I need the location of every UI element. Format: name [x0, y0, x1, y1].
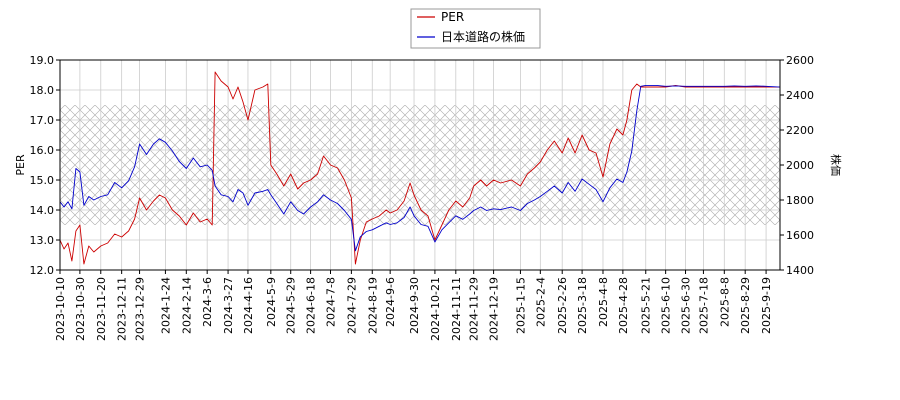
x-tick-label: 2023-10-30 [74, 277, 87, 341]
left-tick-label: 17.0 [30, 114, 55, 127]
x-axis-ticks: 2023-10-10 2023-10-30 2023-11-20 2023-12-11… [54, 270, 773, 341]
left-tick-label: 12.0 [30, 264, 55, 277]
x-tick-label: 2024-9-30 [408, 277, 421, 334]
x-tick-label: 2025-9-19 [760, 277, 773, 334]
x-tick-label: 2024-1-24 [159, 277, 172, 334]
x-tick-label: 2024-12-19 [488, 277, 501, 341]
left-tick-label: 19.0 [30, 54, 55, 67]
left-tick-label: 18.0 [30, 84, 55, 97]
x-tick-label: 2025-1-15 [514, 277, 527, 334]
x-tick-label: 2025-6-30 [680, 277, 693, 334]
left-tick-label: 16.0 [30, 144, 55, 157]
series-lines [60, 71, 780, 265]
stock-price-line [60, 84, 780, 252]
right-tick-label: 2600 [786, 54, 814, 67]
x-tick-label: 2025-4-8 [597, 277, 610, 327]
x-tick-label: 2024-6-18 [305, 277, 318, 334]
left-tick-label: 14.0 [30, 204, 55, 217]
x-tick-label: 2025-2-4 [534, 277, 547, 327]
x-tick-label: 2023-12-29 [134, 277, 147, 341]
left-tick-label: 13.0 [30, 234, 55, 247]
x-tick-label: 2024-7-29 [345, 277, 358, 334]
x-tick-label: 2025-8-8 [718, 277, 731, 327]
x-tick-label: 2024-3-27 [222, 277, 235, 334]
x-tick-label: 2025-4-28 [617, 277, 630, 334]
x-tick-label: 2025-7-18 [697, 277, 710, 334]
x-tick-label: 2024-11-11 [450, 277, 463, 341]
x-tick-label: 2023-10-10 [54, 277, 67, 341]
x-tick-label: 2024-5-29 [285, 277, 298, 334]
right-tick-label: 1800 [786, 194, 814, 207]
right-tick-label: 2200 [786, 124, 814, 137]
x-tick-label: 2025-2-26 [556, 277, 569, 334]
per-line [60, 71, 780, 265]
legend-box [410, 8, 541, 49]
right-axis-ticks: 1400 1600 1800 2000 2200 2400 2600 [780, 54, 814, 277]
legend-label-per: PER [441, 10, 464, 24]
right-tick-label: 2400 [786, 89, 814, 102]
x-tick-label: 2025-5-21 [640, 277, 653, 334]
x-tick-label: 2024-5-9 [265, 277, 278, 327]
left-tick-label: 15.0 [30, 174, 55, 187]
left-axis-label: PER [14, 154, 27, 176]
x-tick-label: 2024-8-19 [366, 277, 379, 334]
x-tick-label: 2024-9-6 [384, 277, 397, 327]
right-tick-label: 1400 [786, 264, 814, 277]
legend: PER 日本道路の株価 [410, 8, 541, 49]
x-tick-label: 2024-10-21 [429, 277, 442, 341]
per-range-hatched-band [60, 105, 780, 225]
x-tick-label: 2024-4-16 [242, 277, 255, 334]
x-tick-label: 2023-11-20 [95, 277, 108, 341]
x-tick-label: 2024-7-8 [324, 277, 337, 327]
legend-label-stock: 日本道路の株価 [441, 29, 525, 44]
x-tick-label: 2024-3-6 [201, 277, 214, 327]
right-axis-label: 株価 [829, 154, 843, 176]
x-tick-label: 2024-2-14 [180, 277, 193, 334]
x-tick-label: 2023-12-11 [116, 277, 129, 341]
x-tick-label: 2025-8-29 [739, 277, 752, 334]
x-tick-label: 2025-3-18 [576, 277, 589, 334]
x-tick-label: 2024-11-29 [468, 277, 481, 341]
right-tick-label: 2000 [786, 159, 814, 172]
x-tick-label: 2025-6-10 [660, 277, 673, 334]
right-tick-label: 1600 [786, 229, 814, 242]
left-axis-ticks: 12.0 13.0 14.0 15.0 16.0 17.0 18.0 19.0 [30, 54, 60, 277]
